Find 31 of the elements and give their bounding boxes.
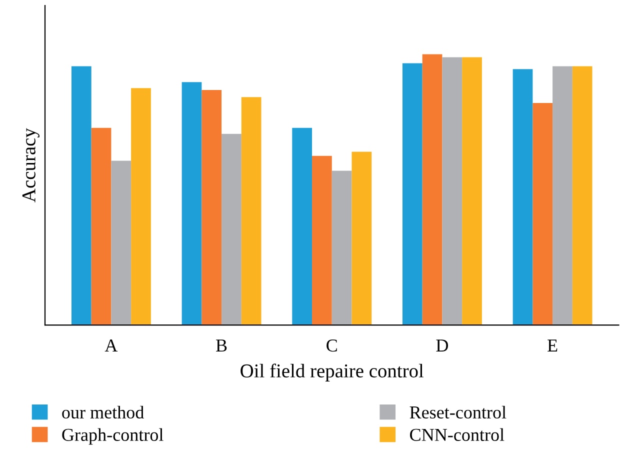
legend-label: Reset-control	[410, 406, 506, 419]
bar	[71, 66, 92, 326]
legend-label: CNN-control	[410, 428, 504, 441]
bar	[241, 97, 262, 326]
bar	[512, 69, 533, 326]
bar	[91, 128, 112, 326]
x-tick-label: A	[104, 340, 118, 352]
bar	[552, 66, 572, 326]
bar	[402, 63, 422, 326]
bar	[202, 90, 222, 326]
bar	[572, 66, 592, 326]
bar	[111, 160, 132, 326]
bar	[222, 134, 242, 326]
x-tick-label: B	[216, 340, 227, 352]
bar	[532, 103, 553, 326]
legend-label: our method	[62, 406, 144, 419]
bar	[442, 57, 462, 326]
bar	[352, 152, 372, 326]
bar	[182, 82, 202, 326]
bar	[312, 156, 332, 326]
x-tick-label: E	[548, 340, 558, 352]
bar	[462, 57, 482, 326]
bar	[332, 170, 352, 326]
x-tick-label: C	[326, 339, 337, 352]
x-tick-label: D	[436, 340, 448, 352]
bar	[131, 88, 151, 326]
x-axis-title: Oil field repaire control	[240, 364, 424, 382]
y-axis-title: Accuracy	[22, 128, 40, 202]
bar	[292, 128, 312, 326]
bar	[422, 54, 442, 326]
legend-label: Graph-control	[62, 428, 164, 445]
